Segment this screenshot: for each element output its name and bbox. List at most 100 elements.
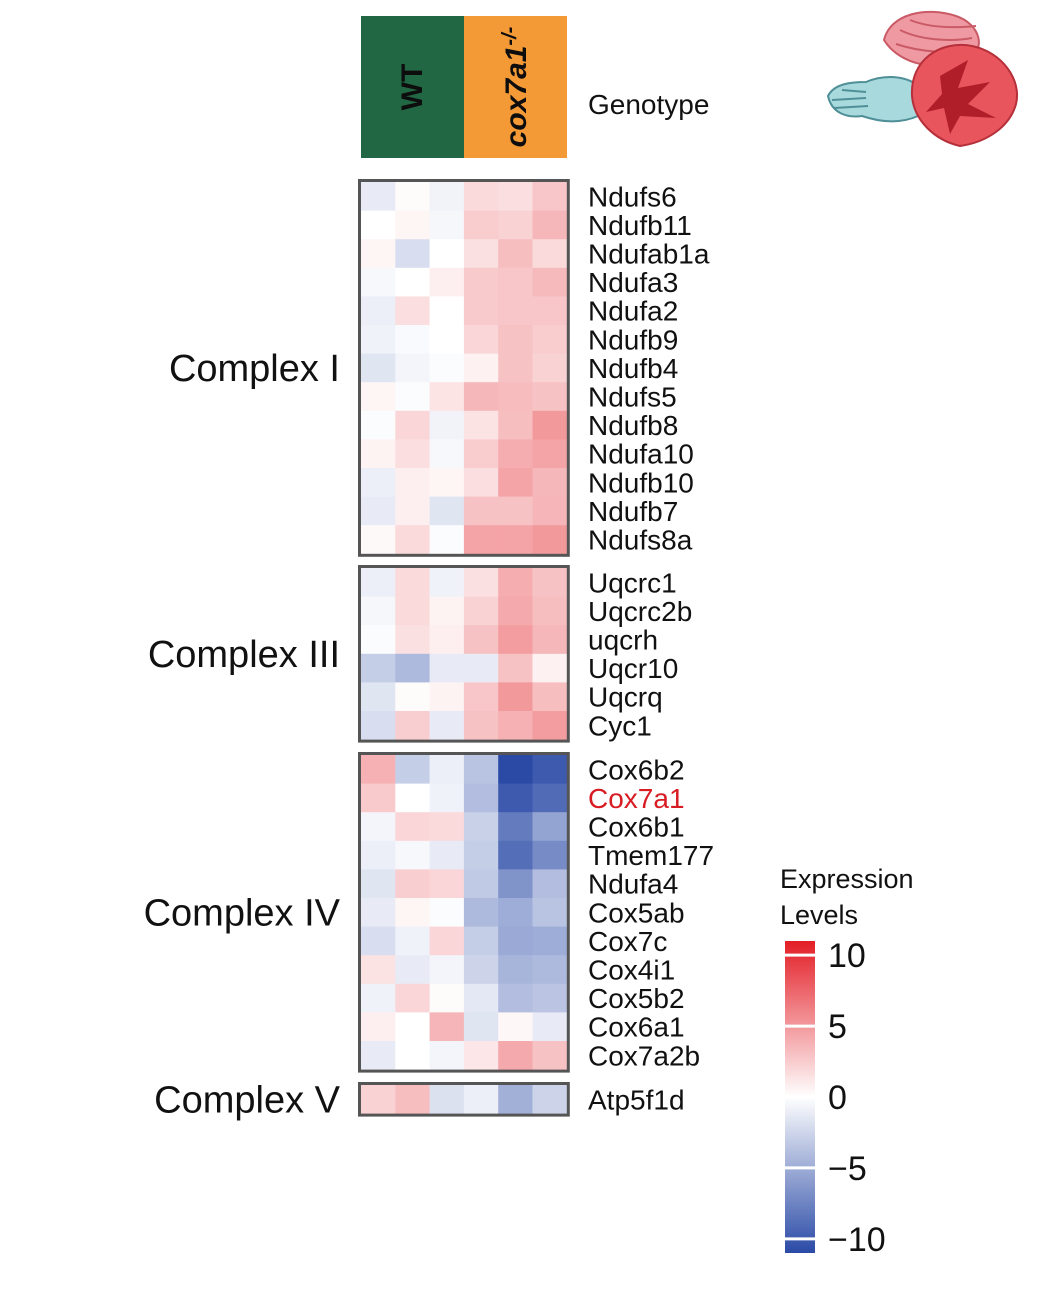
heatmap-cell — [429, 496, 465, 526]
gene-label: Ndufs6 — [588, 181, 677, 212]
heatmap-cell — [532, 955, 568, 985]
heatmap-cell — [395, 898, 431, 928]
heatmap-cell — [532, 296, 568, 326]
heatmap-cell — [361, 525, 396, 555]
heatmap-cell — [429, 182, 465, 212]
heatmap-cell — [429, 353, 465, 383]
heatmap-cell — [532, 869, 568, 899]
heatmap-cell — [395, 625, 431, 655]
heatmap-cell — [429, 439, 465, 469]
heatmap-cell — [463, 439, 499, 469]
complex-label: Complex III — [148, 634, 340, 676]
gene-label: Ndufb11 — [588, 210, 692, 241]
heatmap-cell — [498, 1041, 534, 1071]
heatmap-cell — [429, 468, 465, 498]
genotype-ko-block — [464, 16, 567, 158]
gene-label: Atp5f1d — [588, 1084, 685, 1115]
heatmap-cell — [361, 682, 396, 712]
heatmap-cell — [463, 182, 499, 212]
heatmap-cell — [463, 755, 499, 785]
heatmap-cell — [361, 210, 396, 240]
heatmap-cell — [361, 1012, 396, 1042]
heatmap-block-0: Ndufs6Ndufb11Ndufab1aNdufa3Ndufa2Ndufb9N… — [169, 179, 710, 557]
heatmap-cell — [463, 496, 499, 526]
heatmap-cell — [498, 296, 534, 326]
heatmap-cell — [361, 568, 396, 598]
heatmap-cell — [532, 783, 568, 813]
heatmap-cell — [429, 625, 465, 655]
heatmap-cell — [429, 983, 465, 1013]
heatmap-cell — [395, 296, 431, 326]
heatmap-cell — [361, 955, 396, 985]
heatmap-cell — [429, 568, 465, 598]
heatmap-cell — [463, 382, 499, 412]
gene-label: uqcrh — [588, 625, 658, 656]
heatmap-cell — [498, 496, 534, 526]
gene-label: Cox7c — [588, 926, 667, 957]
heatmap-cell — [361, 926, 396, 956]
heatmap-cell — [361, 353, 396, 383]
heatmap-cell — [498, 840, 534, 870]
heatmap-cell — [395, 210, 431, 240]
heatmap-cell — [395, 869, 431, 899]
heatmap-cell — [395, 926, 431, 956]
heatmap-cell — [429, 783, 465, 813]
heatmap-cell — [463, 625, 499, 655]
heatmap-cell — [395, 755, 431, 785]
heatmap-cell — [361, 653, 396, 683]
heatmap-cell — [429, 898, 465, 928]
heatmap-cell — [532, 812, 568, 842]
genotype-track-label: Genotype — [588, 89, 709, 120]
gene-label: Cox4i1 — [588, 955, 675, 986]
heatmap-cell — [498, 682, 534, 712]
heatmap-cell — [463, 296, 499, 326]
heatmap-cell — [395, 468, 431, 498]
gene-label: Ndufb9 — [588, 324, 678, 355]
heatmap-cell — [395, 325, 431, 355]
heatmap-cell — [498, 325, 534, 355]
heatmap-cell — [429, 1085, 465, 1115]
heatmap-cell — [532, 596, 568, 626]
heatmap-block-border — [358, 752, 570, 1073]
heatmap-cell — [395, 812, 431, 842]
heatmap-cell — [361, 182, 396, 212]
heatmap-cell — [498, 1012, 534, 1042]
heatmap-cell — [532, 325, 568, 355]
heatmap-cell — [532, 926, 568, 956]
heatmap-cell — [395, 840, 431, 870]
heatmap-cell — [395, 353, 431, 383]
gene-label: Uqcrc1 — [588, 567, 677, 598]
heatmap-cell — [498, 869, 534, 899]
heatmap-cell — [361, 596, 396, 626]
heatmap-cell — [463, 596, 499, 626]
heatmap-cell — [429, 239, 465, 269]
heatmap-cell — [429, 596, 465, 626]
legend-title-line1: Expression — [780, 864, 914, 894]
gene-label: Ndufa2 — [588, 296, 678, 327]
heatmap-cell — [498, 568, 534, 598]
heatmap-cell — [498, 210, 534, 240]
heatmap-cell — [498, 182, 534, 212]
heatmap-cell — [463, 653, 499, 683]
heatmap-cell — [361, 325, 396, 355]
heatmap-cell — [498, 755, 534, 785]
heatmap-cell — [532, 239, 568, 269]
gene-label: Cox7a2b — [588, 1040, 700, 1071]
gene-label: Tmem177 — [588, 840, 714, 871]
heatmap-cell — [395, 1041, 431, 1071]
gene-label: Ndufs5 — [588, 382, 677, 413]
heatmap-cell — [498, 898, 534, 928]
heatmap-cell — [532, 568, 568, 598]
heatmap-cell — [429, 1041, 465, 1071]
complex-label: Complex V — [154, 1079, 340, 1121]
heatmap-cell — [361, 496, 396, 526]
gene-label: Cox6a1 — [588, 1012, 685, 1043]
heatmap-cell — [532, 1041, 568, 1071]
legend-tick-label: 5 — [828, 1008, 847, 1046]
heatmap-cell — [395, 525, 431, 555]
heatmap-cell — [361, 983, 396, 1013]
heatmap-cell — [498, 410, 534, 440]
heatmap-cell — [395, 983, 431, 1013]
heatmap-cell — [395, 410, 431, 440]
